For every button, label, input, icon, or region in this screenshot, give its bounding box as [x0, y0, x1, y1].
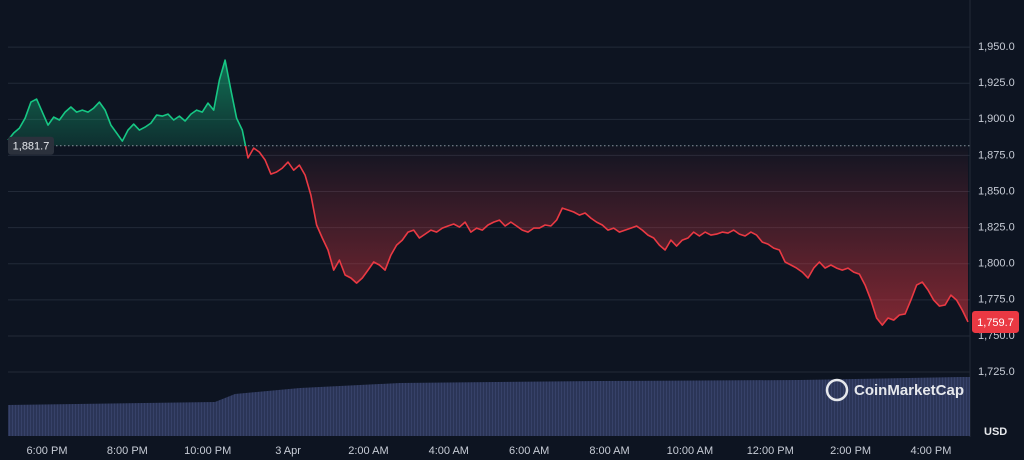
watermark-text: CoinMarketCap	[854, 382, 964, 399]
volume-area	[8, 377, 970, 436]
x-tick-label: 4:00 PM	[910, 445, 951, 457]
y-tick-label: 1,825.0	[978, 222, 1015, 234]
x-tick-label: 8:00 AM	[589, 445, 629, 457]
y-tick-label: 1,925.0	[978, 77, 1015, 89]
last-price-label: 1,759.7	[977, 317, 1014, 329]
x-tick-label: 12:00 PM	[747, 445, 794, 457]
x-tick-label: 6:00 AM	[509, 445, 549, 457]
last-price-box	[972, 310, 1019, 333]
baseline-label: 1,881.7	[13, 141, 50, 153]
watermark-logo	[825, 378, 849, 402]
y-tick-label: 1,875.0	[978, 149, 1015, 161]
price-line	[7, 59, 969, 326]
x-tick-label: 3 Apr	[275, 445, 301, 457]
y-tick-label: 1,800.0	[978, 258, 1015, 270]
currency-label: USD	[984, 426, 1007, 438]
watermark: CoinMarketCap	[825, 378, 964, 402]
x-tick-label: 2:00 AM	[348, 445, 388, 457]
x-tick-label: 4:00 AM	[429, 445, 469, 457]
price-area	[8, 60, 968, 326]
baseline-label-box	[8, 136, 54, 155]
y-tick-label: 1,850.0	[978, 185, 1015, 197]
y-tick-label: 1,900.0	[978, 113, 1015, 125]
x-tick-label: 2:00 PM	[830, 445, 871, 457]
x-tick-label: 8:00 PM	[107, 445, 148, 457]
y-tick-label: 1,950.0	[978, 41, 1015, 53]
x-tick-label: 10:00 AM	[667, 445, 713, 457]
x-tick-label: 6:00 PM	[27, 445, 68, 457]
plot	[7, 59, 970, 326]
y-tick-label: 1,775.0	[978, 294, 1015, 306]
y-tick-label: 1,725.0	[978, 366, 1015, 378]
x-tick-label: 10:00 PM	[184, 445, 231, 457]
